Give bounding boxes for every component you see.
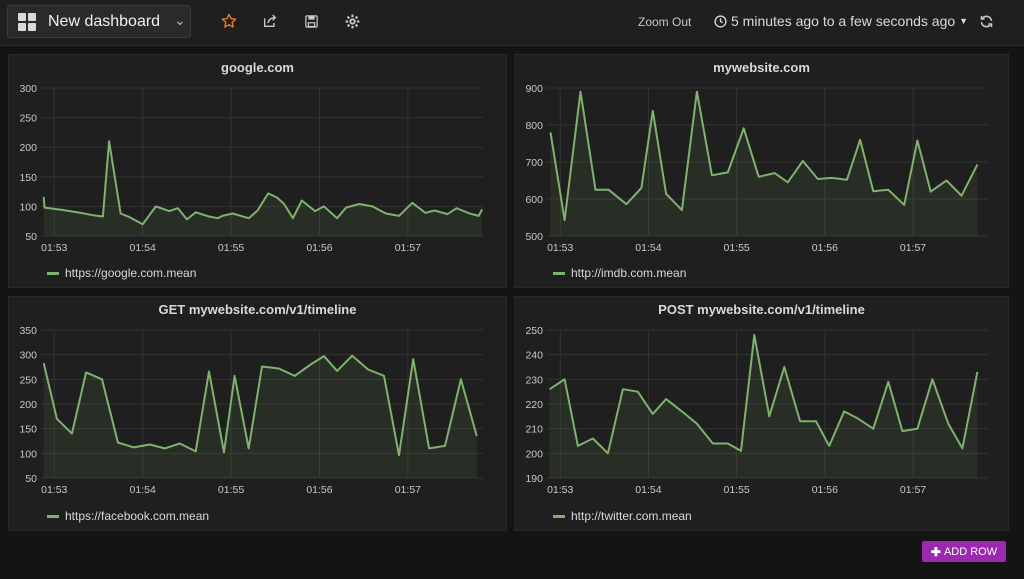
y-tick-label: 200 xyxy=(19,142,37,154)
save-icon[interactable] xyxy=(302,12,320,30)
y-tick-label: 150 xyxy=(19,424,37,436)
legend-swatch xyxy=(47,271,59,275)
legend-label: https://google.com.mean xyxy=(65,266,197,280)
legend-item[interactable]: https://google.com.mean xyxy=(47,266,196,280)
add-row-button[interactable]: ✚ ADD ROW xyxy=(922,541,1006,562)
share-icon[interactable] xyxy=(261,12,279,30)
legend-item[interactable]: http://twitter.com.mean xyxy=(553,509,692,523)
chevron-down-icon: ⌄ xyxy=(174,12,186,28)
x-tick-label: 01:56 xyxy=(306,484,332,496)
x-tick-label: 01:53 xyxy=(547,242,573,254)
time-range-picker[interactable]: 5 minutes ago to a few seconds ago ▼ xyxy=(714,13,968,29)
x-tick-label: 01:53 xyxy=(41,242,67,254)
panel-title[interactable]: google.com xyxy=(221,60,294,75)
y-tick-label: 200 xyxy=(19,399,37,411)
x-tick-label: 01:54 xyxy=(130,242,156,254)
y-tick-label: 210 xyxy=(525,424,543,436)
plus-icon: ✚ xyxy=(930,544,941,559)
y-tick-label: 600 xyxy=(525,194,543,206)
x-tick-label: 01:53 xyxy=(547,484,573,496)
add-row-label: ADD ROW xyxy=(943,545,998,558)
legend-swatch xyxy=(47,514,59,518)
y-tick-label: 240 xyxy=(525,350,543,362)
x-tick-label: 01:54 xyxy=(635,484,661,496)
graph-panel-google[interactable]: google.com 50 100 150 200 250 300 01:53 01:54 01… xyxy=(8,54,507,288)
line-chart: 190 200 210 220 230 240 250 01:53 01:54 01:55 01:5… xyxy=(525,325,988,496)
y-tick-label: 100 xyxy=(19,201,37,213)
y-tick-label: 350 xyxy=(19,325,37,337)
line-chart: 500 600 700 800 900 01:53 01:54 01:55 01:56 01:57 xyxy=(525,83,988,254)
y-tick-label: 200 xyxy=(525,448,543,460)
y-tick-label: 220 xyxy=(525,399,543,411)
x-tick-label: 01:56 xyxy=(812,484,838,496)
time-range-label: 5 minutes ago to a few seconds ago xyxy=(731,13,956,29)
legend-swatch xyxy=(553,514,565,518)
series-line xyxy=(42,140,483,226)
y-tick-label: 800 xyxy=(525,120,543,132)
y-tick-label: 50 xyxy=(25,231,37,243)
y-tick-label: 250 xyxy=(19,374,37,386)
series-line xyxy=(42,354,478,457)
caret-down-icon: ▼ xyxy=(959,16,969,26)
panel-title[interactable]: mywebsite.com xyxy=(713,60,810,75)
x-tick-label: 01:54 xyxy=(635,242,661,254)
series-area xyxy=(549,334,978,478)
graph-panel-get-timeline[interactable]: GET mywebsite.com/v1/timeline 50 100 150 20… xyxy=(8,296,507,531)
y-tick-label: 250 xyxy=(19,113,37,125)
dashboard-title: New dashboard xyxy=(48,13,161,30)
y-tick-label: 700 xyxy=(525,157,543,169)
series-area xyxy=(43,355,477,478)
graph-panel-mywebsite[interactable]: mywebsite.com 500 600 700 800 900 01:53 01:54 0… xyxy=(514,54,1009,288)
y-tick-label: 900 xyxy=(525,83,543,95)
x-tick-label: 01:54 xyxy=(130,484,156,496)
panel-title[interactable]: GET mywebsite.com/v1/timeline xyxy=(158,302,357,317)
line-chart: 50 100 150 200 250 300 350 01:53 01:54 01:55 01:56… xyxy=(19,325,483,496)
x-tick-label: 01:53 xyxy=(41,484,67,496)
x-tick-label: 01:57 xyxy=(395,484,421,496)
legend-label: https://facebook.com.mean xyxy=(65,509,210,523)
series-line xyxy=(549,90,979,222)
legend-swatch xyxy=(553,271,565,275)
x-tick-label: 01:56 xyxy=(306,242,332,254)
y-tick-label: 500 xyxy=(525,231,543,243)
refresh-icon[interactable] xyxy=(977,12,995,30)
series-area xyxy=(43,141,483,236)
y-tick-label: 300 xyxy=(19,83,37,95)
y-tick-label: 190 xyxy=(525,473,543,485)
dashboard-picker-button[interactable]: New dashboard ⌄ xyxy=(7,5,191,38)
x-tick-label: 01:55 xyxy=(218,242,244,254)
y-tick-label: 300 xyxy=(19,350,37,362)
legend-item[interactable]: http://imdb.com.mean xyxy=(553,266,686,280)
y-tick-label: 150 xyxy=(19,172,37,184)
legend-label: http://twitter.com.mean xyxy=(571,509,692,523)
line-chart: 50 100 150 200 250 300 01:53 01:54 01:55 01:56 01:… xyxy=(19,83,483,254)
x-tick-label: 01:55 xyxy=(218,484,244,496)
series-area xyxy=(550,91,978,236)
series-line xyxy=(549,333,979,455)
clock-icon xyxy=(714,14,727,28)
x-tick-label: 01:55 xyxy=(723,242,749,254)
top-navbar: New dashboard ⌄ Zoom Out 5 minutes ago t… xyxy=(0,0,1024,46)
legend-label: http://imdb.com.mean xyxy=(571,266,687,280)
y-tick-label: 50 xyxy=(25,473,37,485)
y-tick-label: 100 xyxy=(19,448,37,460)
gear-icon[interactable] xyxy=(343,12,361,30)
graph-panel-post-timeline[interactable]: POST mywebsite.com/v1/timeline 190 200 210… xyxy=(514,296,1009,531)
zoom-out-button[interactable]: Zoom Out xyxy=(638,15,692,29)
panel-title[interactable]: POST mywebsite.com/v1/timeline xyxy=(658,302,865,317)
x-tick-label: 01:57 xyxy=(900,242,926,254)
x-tick-label: 01:55 xyxy=(723,484,749,496)
dashboard-grid-icon xyxy=(18,13,37,32)
x-tick-label: 01:56 xyxy=(812,242,838,254)
x-tick-label: 01:57 xyxy=(395,242,421,254)
star-icon[interactable] xyxy=(220,12,238,30)
x-tick-label: 01:57 xyxy=(900,484,926,496)
legend-item[interactable]: https://facebook.com.mean xyxy=(47,509,209,523)
y-tick-label: 230 xyxy=(525,374,543,386)
y-tick-label: 250 xyxy=(525,325,543,337)
